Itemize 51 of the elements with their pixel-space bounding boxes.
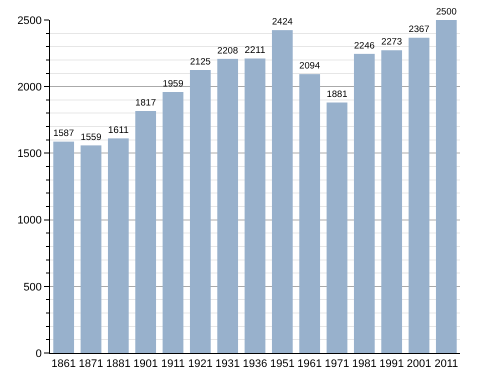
data-label: 2424 xyxy=(272,16,293,27)
x-tick-label: 1931 xyxy=(215,358,240,370)
bar xyxy=(244,58,266,353)
x-tick-label: 1901 xyxy=(133,358,158,370)
bar xyxy=(53,142,74,353)
y-tick-label: 2500 xyxy=(17,14,42,27)
data-label: 1959 xyxy=(162,78,184,89)
x-tick-label: 1971 xyxy=(324,358,350,370)
bar xyxy=(326,102,348,353)
x-tick-label: 2011 xyxy=(434,358,458,370)
data-label: 2500 xyxy=(436,6,457,16)
x-tick-label: 1981 xyxy=(352,358,377,370)
data-label: 2094 xyxy=(299,60,320,71)
bar xyxy=(272,30,293,353)
x-tick-label: 1881 xyxy=(106,358,131,370)
bar xyxy=(354,54,375,353)
x-tick-label: 1871 xyxy=(78,358,104,370)
y-tick-label: 500 xyxy=(23,281,42,294)
data-label: 1881 xyxy=(326,88,348,99)
x-tick-label: 1911 xyxy=(161,358,185,370)
x-tick-label: 1951 xyxy=(270,358,295,370)
data-label: 2273 xyxy=(381,36,402,47)
y-tick-label: 1500 xyxy=(17,148,42,160)
bar xyxy=(190,70,211,353)
data-label: 1587 xyxy=(53,128,74,138)
y-tick-label: 0 xyxy=(36,348,42,360)
y-tick-label: 2000 xyxy=(17,81,42,94)
data-label: 2367 xyxy=(408,24,430,34)
x-tick-label: 1861 xyxy=(51,358,76,370)
data-label: 2246 xyxy=(354,40,375,50)
bar xyxy=(80,145,102,353)
data-label: 2125 xyxy=(190,56,211,66)
bar xyxy=(299,74,320,353)
bar xyxy=(436,20,457,353)
x-tick-label: 2001 xyxy=(406,358,432,370)
bar xyxy=(217,58,238,353)
bar xyxy=(408,38,430,353)
data-label: 2208 xyxy=(217,45,238,56)
data-label: 1611 xyxy=(108,124,129,136)
x-tick-label: 1936 xyxy=(242,358,268,370)
data-label: 2211 xyxy=(244,44,266,56)
bar xyxy=(162,92,184,353)
y-tick-label: 1000 xyxy=(17,214,42,227)
x-tick-label: 1991 xyxy=(379,358,404,370)
x-tick-label: 1921 xyxy=(188,358,213,370)
x-tick-label: 1961 xyxy=(297,358,322,370)
bar xyxy=(381,50,402,353)
data-label: 1559 xyxy=(80,132,102,142)
bar xyxy=(108,138,129,353)
bar xyxy=(135,110,156,353)
data-label: 1817 xyxy=(135,97,156,108)
